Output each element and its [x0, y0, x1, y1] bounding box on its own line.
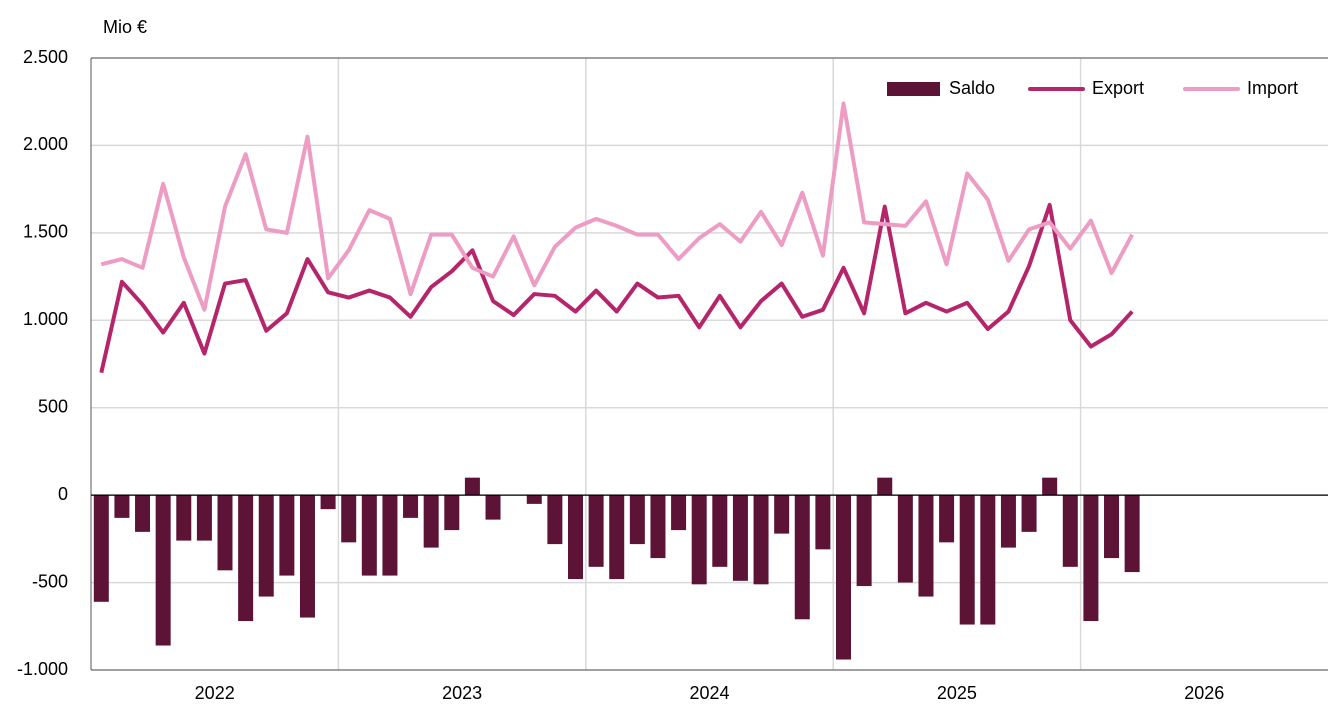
y-tick-label: 1.000	[23, 309, 68, 329]
bar	[258, 495, 274, 597]
bar	[897, 495, 913, 583]
x-tick-label: 2024	[689, 683, 729, 703]
legend-label: Saldo	[949, 78, 995, 98]
bar	[279, 495, 295, 576]
bar	[114, 495, 130, 518]
legend-swatch	[887, 82, 940, 96]
bar	[629, 495, 645, 545]
bar	[135, 495, 151, 532]
bar	[320, 495, 336, 510]
bar	[423, 495, 439, 548]
bar	[877, 477, 893, 496]
x-tick-label: 2023	[442, 683, 482, 703]
chart-title: Mio €	[103, 17, 147, 37]
bar	[526, 495, 542, 504]
bar	[836, 495, 852, 660]
bar	[1062, 495, 1078, 567]
bar	[650, 495, 666, 559]
bar	[1042, 477, 1058, 496]
bar	[939, 495, 955, 543]
bar	[1021, 495, 1037, 532]
bar	[464, 477, 480, 496]
bar	[1083, 495, 1099, 622]
bar	[382, 495, 398, 576]
bar	[856, 495, 872, 587]
y-tick-label: 0	[58, 484, 68, 504]
bar	[588, 495, 604, 567]
x-tick-label: 2026	[1184, 683, 1224, 703]
line	[100, 101, 1134, 312]
bar	[1000, 495, 1016, 548]
x-tick-label: 2022	[195, 683, 235, 703]
x-tick-label: 2025	[937, 683, 977, 703]
bar	[341, 495, 357, 543]
bar	[217, 495, 233, 571]
bar	[712, 495, 728, 567]
bar	[238, 495, 254, 622]
y-tick-label: -1.000	[17, 659, 68, 679]
bar	[815, 495, 831, 550]
bar	[753, 495, 769, 585]
y-tick-label: 1.500	[23, 222, 68, 242]
bar	[155, 495, 171, 646]
legend-label: Import	[1247, 78, 1298, 98]
bar	[691, 495, 707, 585]
bar	[918, 495, 934, 597]
bar	[196, 495, 212, 541]
bar	[959, 495, 975, 625]
bar	[361, 495, 377, 576]
bar	[794, 495, 810, 620]
bar	[444, 495, 460, 531]
bar	[774, 495, 790, 534]
legend-label: Export	[1092, 78, 1144, 98]
y-tick-label: 2.000	[23, 134, 68, 154]
y-tick-label: -500	[32, 571, 68, 591]
bar	[485, 495, 501, 520]
bar	[1104, 495, 1120, 559]
y-tick-label: 2.500	[23, 47, 68, 67]
bar	[1124, 495, 1140, 573]
bar	[567, 495, 583, 580]
bar	[93, 495, 109, 602]
bar	[299, 495, 315, 618]
y-tick-label: 500	[38, 396, 68, 416]
bar	[547, 495, 563, 545]
bar	[403, 495, 419, 518]
bar	[609, 495, 625, 580]
bar	[980, 495, 996, 625]
bar	[176, 495, 192, 541]
line	[99, 202, 1134, 374]
bar	[732, 495, 748, 581]
bar	[671, 495, 687, 531]
